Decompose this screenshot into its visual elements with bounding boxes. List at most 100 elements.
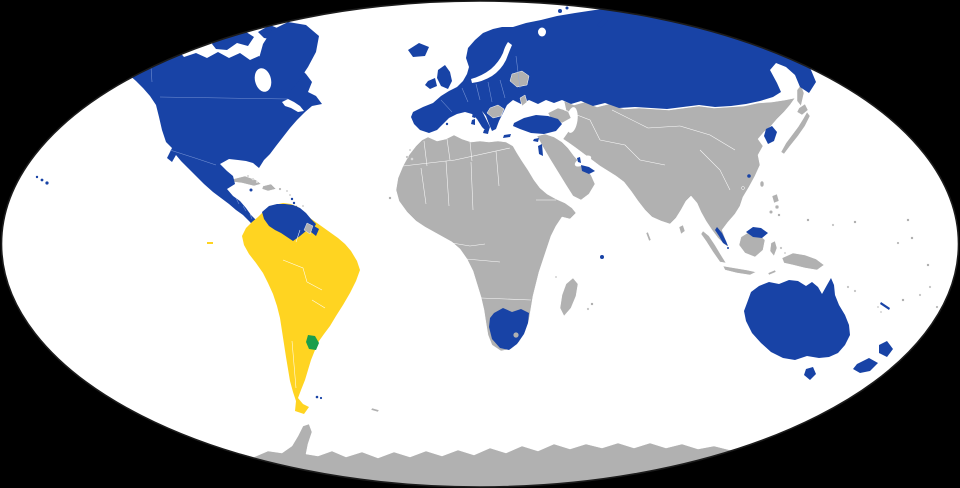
region-timor — [767, 269, 777, 276]
region-new-guinea — [781, 252, 825, 271]
region-sicily — [483, 129, 489, 134]
persian-gulf — [574, 155, 592, 167]
region-western-balkans — [486, 104, 505, 119]
region-venezuela-guyana — [262, 204, 316, 241]
region-africa — [395, 134, 577, 352]
border-line — [311, 299, 326, 309]
region-suriname — [303, 222, 314, 235]
bahamas-dot — [246, 174, 250, 178]
region-moluccas-1 — [779, 246, 783, 250]
border-line — [679, 125, 736, 151]
border-line — [480, 297, 532, 301]
border-line — [445, 160, 450, 207]
gray-enclaves — [513, 332, 519, 338]
blue-overlay-regions — [249, 115, 893, 380]
bahamas-dot — [255, 180, 259, 184]
white-sea — [538, 27, 546, 37]
region-french-guiana — [311, 226, 319, 236]
border-line — [487, 81, 493, 103]
region-mauritius — [590, 302, 594, 306]
region-philippines-3 — [768, 209, 774, 215]
border-line — [461, 87, 469, 103]
pacific-island-dot — [918, 293, 922, 297]
border-line — [465, 258, 501, 263]
svalbard-dot — [558, 9, 562, 13]
region-sulawesi — [769, 240, 778, 257]
region-qatar — [577, 157, 581, 163]
region-maldives — [645, 231, 652, 242]
solomons-dot — [846, 285, 850, 289]
border-line — [470, 161, 474, 211]
border-line — [306, 281, 323, 291]
pacific-island-dot — [928, 285, 932, 289]
region-hainan — [741, 186, 745, 190]
antilles-gray-dot — [288, 193, 292, 197]
border-line — [475, 83, 481, 101]
region-tasmania — [804, 367, 816, 380]
falklands-dot — [315, 395, 319, 399]
hawaii-dot — [45, 181, 49, 185]
region-japan-hokkaido — [796, 103, 809, 116]
region-new-zealand-south — [853, 358, 878, 373]
region-australia — [744, 278, 850, 360]
border-line — [563, 109, 601, 141]
border-line — [639, 159, 666, 166]
border-line — [599, 139, 641, 161]
border-line — [611, 109, 681, 129]
pacific-island-dot — [896, 241, 900, 245]
blue-overlays-south-america — [262, 204, 323, 400]
yellow-landmasses — [207, 203, 360, 414]
border-line — [446, 138, 451, 161]
region-asia-mainland — [562, 97, 796, 248]
gray-landmasses — [185, 84, 939, 487]
region-uruguay — [306, 335, 319, 350]
border-line — [469, 141, 473, 162]
region-south-georgia — [370, 407, 380, 413]
pacific-island-dot — [831, 223, 835, 227]
region-comoros — [554, 275, 558, 279]
border-line — [291, 340, 297, 389]
vanuatu-dot — [879, 310, 883, 314]
svalbard-dot — [565, 6, 569, 10]
great-lakes — [282, 99, 304, 112]
border-line — [451, 242, 486, 247]
region-israel — [538, 144, 543, 156]
green-regions — [306, 335, 319, 350]
hawaii-dot — [35, 175, 39, 179]
region-new-caledonia — [880, 302, 890, 310]
region-seychelles — [600, 255, 604, 259]
region-turkey — [513, 115, 562, 134]
region-sardinia — [471, 119, 475, 125]
hudson-bay — [254, 68, 272, 92]
region-philippines-4 — [777, 213, 781, 217]
region-malaysia-peninsula — [715, 227, 728, 246]
region-jamaica — [249, 188, 253, 192]
pacific-island-dot — [926, 263, 930, 267]
region-madeira — [408, 148, 412, 152]
region-reunion — [586, 307, 590, 311]
region-barbados — [301, 204, 305, 208]
region-arabia-levant — [536, 133, 596, 201]
region-sumatra — [700, 230, 727, 264]
inland-seas — [254, 27, 592, 167]
region-hong-kong — [747, 174, 751, 178]
region-europe-russia — [411, 7, 821, 133]
region-great-britain — [437, 65, 452, 89]
gray-overlays-south-america — [303, 222, 314, 235]
baltic-sea — [471, 42, 512, 83]
border-line — [159, 96, 289, 100]
solomons-dot — [853, 289, 857, 293]
region-corsica — [472, 113, 476, 118]
pacific-island-dot — [853, 220, 857, 224]
region-taiwan — [759, 180, 765, 188]
region-new-zealand-north — [879, 341, 893, 357]
region-moldova — [519, 94, 528, 107]
region-lesotho — [513, 332, 519, 338]
region-fiji — [901, 298, 905, 302]
region-cyprus — [533, 138, 539, 142]
region-puerto-rico — [278, 187, 282, 191]
region-philippines-2 — [774, 204, 780, 210]
hawaii-dot — [40, 178, 44, 182]
